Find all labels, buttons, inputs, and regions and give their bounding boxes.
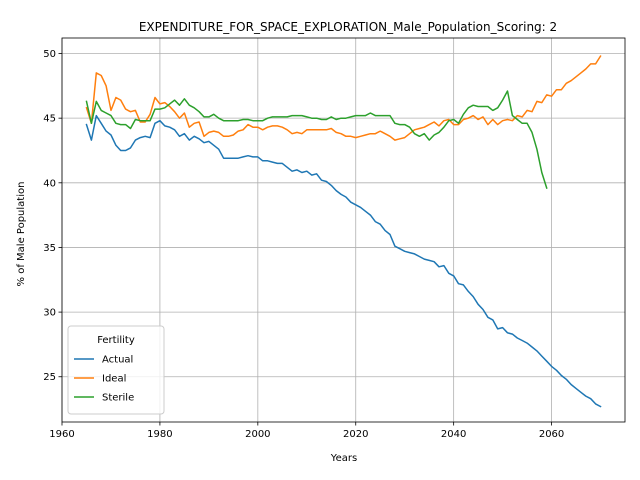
y-tick-label: 40 xyxy=(43,178,56,189)
y-tick-label: 35 xyxy=(43,243,56,254)
chart-title: EXPENDITURE_FOR_SPACE_EXPLORATION_Male_P… xyxy=(139,20,557,34)
x-tick-label: 1980 xyxy=(147,429,172,440)
y-tick-label: 30 xyxy=(43,308,56,319)
x-axis-label: Years xyxy=(330,453,357,464)
legend: Fertility Actual Ideal Sterile xyxy=(67,325,165,415)
y-axis: 25 30 35 40 45 50 xyxy=(43,49,62,383)
legend-label-actual: Actual xyxy=(102,355,133,366)
plot-frame xyxy=(61,37,626,423)
x-tick-label: 2040 xyxy=(441,429,466,440)
legend-label-ideal: Ideal xyxy=(102,374,126,385)
x-tick-label: 2020 xyxy=(343,429,368,440)
y-tick-label: 50 xyxy=(43,49,56,60)
series-lines xyxy=(85,55,602,408)
y-axis-label: % of Male Population xyxy=(16,182,27,287)
x-tick-label: 1960 xyxy=(49,429,74,440)
legend-box xyxy=(67,325,165,415)
x-axis: 1960 1980 2000 2020 2040 2060 xyxy=(49,422,564,440)
series-line-sterile xyxy=(85,90,548,189)
legend-label-sterile: Sterile xyxy=(102,393,134,404)
x-tick-label: 2060 xyxy=(539,429,564,440)
legend-title: Fertility xyxy=(97,335,135,346)
series-line-actual xyxy=(85,114,602,408)
x-tick-label: 2000 xyxy=(245,429,270,440)
y-tick-label: 25 xyxy=(43,372,56,383)
y-tick-label: 45 xyxy=(43,114,56,125)
